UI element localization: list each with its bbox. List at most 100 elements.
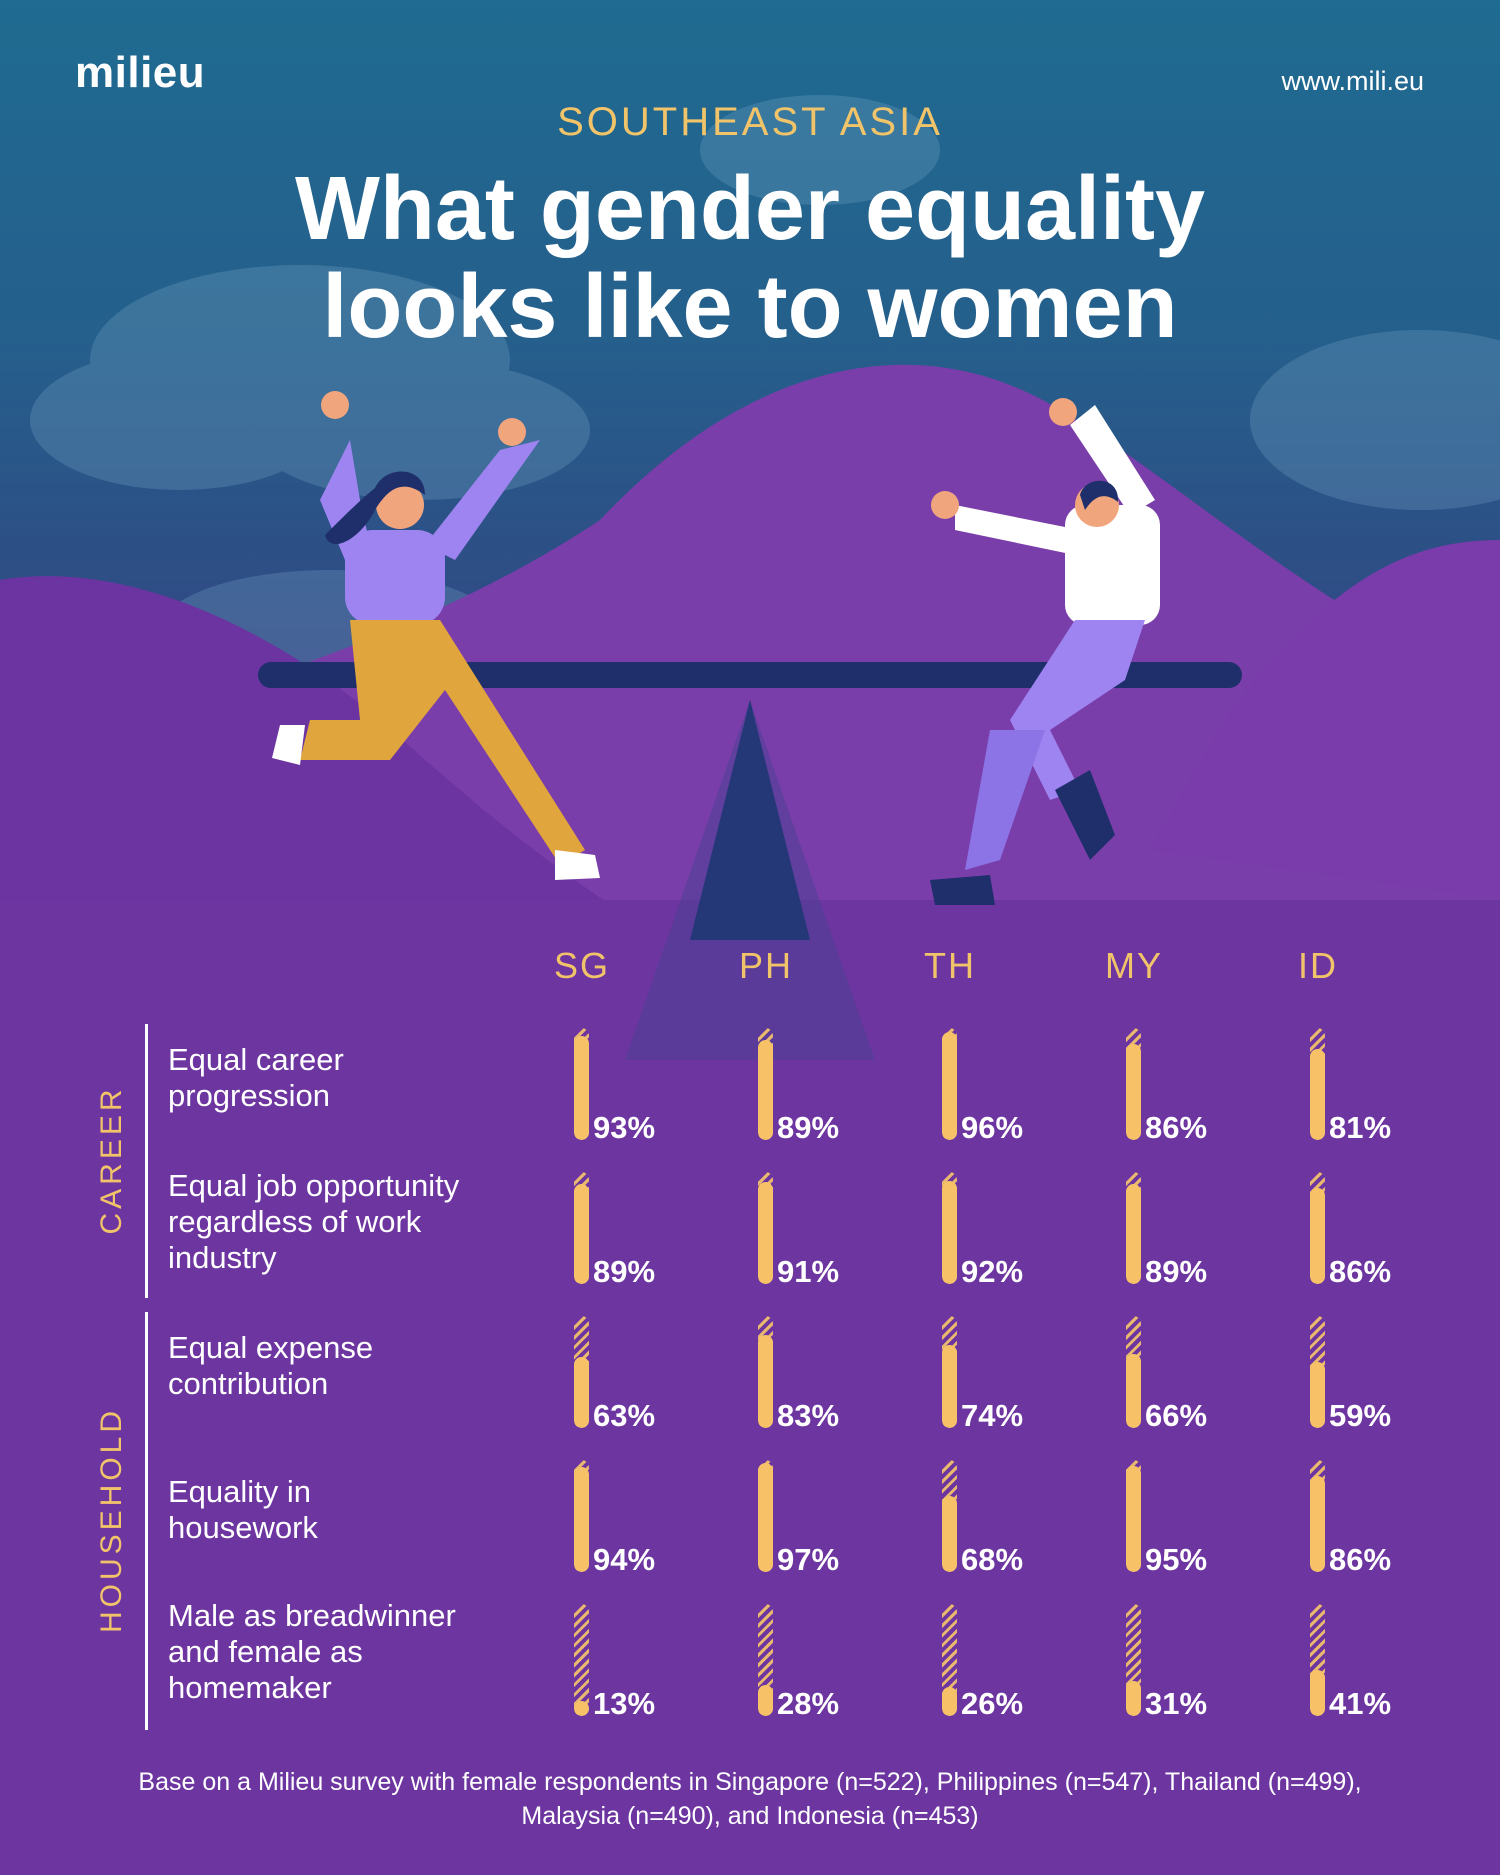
bar-fill <box>758 1684 773 1716</box>
bar-fill <box>574 1035 589 1140</box>
bar-fill <box>1310 1361 1325 1428</box>
bar-track <box>1126 1604 1141 1716</box>
bar-fill <box>1126 1465 1141 1572</box>
bar-cell-ph: 91% <box>758 1172 878 1289</box>
bar-track <box>942 1172 957 1284</box>
percent-label: 86% <box>1145 1110 1208 1145</box>
bar-cell-th: 68% <box>942 1460 1062 1577</box>
bar-track <box>1310 1172 1325 1284</box>
bar-fill <box>1126 1681 1141 1716</box>
bar-track <box>574 1460 589 1572</box>
bar-fill <box>758 1040 773 1140</box>
bar-cell-sg: 93% <box>574 1028 694 1145</box>
percent-label: 91% <box>777 1254 840 1289</box>
bar-cell-my: 89% <box>1126 1172 1246 1289</box>
page-title: What gender equality looks like to women <box>0 160 1500 356</box>
mountain-right <box>1150 540 1500 900</box>
bar-cell-ph: 89% <box>758 1028 878 1145</box>
percent-label: 89% <box>777 1110 840 1145</box>
region-kicker: SOUTHEAST ASIA <box>557 100 943 144</box>
bar-fill <box>1126 1184 1141 1284</box>
group-label-career: CAREER <box>95 1085 128 1235</box>
bar-track <box>758 1028 773 1140</box>
bar-fill <box>758 1335 773 1428</box>
table-panel <box>0 900 1500 1875</box>
percent-label: 13% <box>593 1686 656 1721</box>
bar-cell-ph: 28% <box>758 1604 878 1721</box>
bar-fill <box>942 1686 957 1716</box>
column-header-id: ID <box>1298 945 1338 986</box>
title-line-1: What gender equality <box>294 159 1206 259</box>
bar-track <box>574 1604 589 1716</box>
row-label: Equal job opportunity regardless of work… <box>168 1168 460 1275</box>
bar-track <box>1126 1028 1141 1140</box>
bar-fill <box>1310 1187 1325 1284</box>
percent-label: 89% <box>1145 1254 1208 1289</box>
bar-cell-my: 86% <box>1126 1028 1246 1145</box>
bar-track <box>1310 1028 1325 1140</box>
bar-fill <box>574 1466 589 1572</box>
bar-track <box>1126 1316 1141 1428</box>
percent-label: 41% <box>1329 1686 1392 1721</box>
bar-track <box>942 1316 957 1428</box>
percent-label: 94% <box>593 1542 656 1577</box>
bar-cell-th: 26% <box>942 1604 1062 1721</box>
footnote: Base on a Milieu survey with female resp… <box>138 1768 1362 1830</box>
man-figure <box>930 398 1160 905</box>
bar-cell-id: 81% <box>1310 1028 1430 1145</box>
percent-label: 59% <box>1329 1398 1392 1433</box>
bar-track <box>942 1028 957 1140</box>
percent-label: 74% <box>961 1398 1024 1433</box>
bar-cell-my: 66% <box>1126 1316 1246 1433</box>
bar-track <box>942 1604 957 1716</box>
milieu-logo: milieu <box>75 48 206 97</box>
bar-fill <box>574 1184 589 1284</box>
percent-label: 63% <box>593 1398 656 1433</box>
bar-cell-ph: 97% <box>758 1460 878 1577</box>
website-url: www.mili.eu <box>1281 66 1424 96</box>
percent-label: 95% <box>1145 1542 1208 1577</box>
percent-label: 81% <box>1329 1110 1392 1145</box>
column-header-my: MY <box>1105 945 1163 986</box>
percent-label: 86% <box>1329 1542 1392 1577</box>
bar-track <box>1310 1460 1325 1572</box>
percent-label: 89% <box>593 1254 656 1289</box>
woman-figure <box>272 391 600 880</box>
bar-cell-my: 31% <box>1126 1604 1246 1721</box>
title-line-2: looks like to women <box>322 257 1178 357</box>
column-header-th: TH <box>924 945 976 986</box>
bar-cell-sg: 94% <box>574 1460 694 1577</box>
percent-label: 26% <box>961 1686 1024 1721</box>
bar-track <box>758 1316 773 1428</box>
bar-track <box>758 1604 773 1716</box>
percent-label: 31% <box>1145 1686 1208 1721</box>
percent-label: 97% <box>777 1542 840 1577</box>
bar-cell-id: 86% <box>1310 1172 1430 1289</box>
bar-track <box>1126 1460 1141 1572</box>
bar-cell-th: 96% <box>942 1028 1062 1145</box>
bar-fill <box>942 1180 957 1284</box>
percent-label: 96% <box>961 1110 1024 1145</box>
bar-fill <box>942 1495 957 1572</box>
bar-cell-th: 74% <box>942 1316 1062 1433</box>
bar-cell-id: 41% <box>1310 1604 1430 1721</box>
group-label-household: HOUSEHOLD <box>95 1406 128 1634</box>
percent-label: 68% <box>961 1542 1024 1577</box>
bar-cell-id: 86% <box>1310 1460 1430 1577</box>
percent-label: 83% <box>777 1398 840 1433</box>
row-label: Equality in housework <box>168 1474 318 1545</box>
row-label: Equal career progression <box>168 1042 344 1113</box>
percent-label: 92% <box>961 1254 1024 1289</box>
mountain-left <box>0 576 700 1000</box>
bar-cell-sg: 13% <box>574 1604 694 1721</box>
column-header-ph: PH <box>738 945 793 986</box>
bar-fill <box>758 1182 773 1284</box>
group-divider-career <box>145 1024 148 1298</box>
group-divider-household <box>145 1312 148 1730</box>
percent-label: 86% <box>1329 1254 1392 1289</box>
percent-label: 66% <box>1145 1398 1208 1433</box>
bar-cell-ph: 83% <box>758 1316 878 1433</box>
bar-track <box>1310 1316 1325 1428</box>
